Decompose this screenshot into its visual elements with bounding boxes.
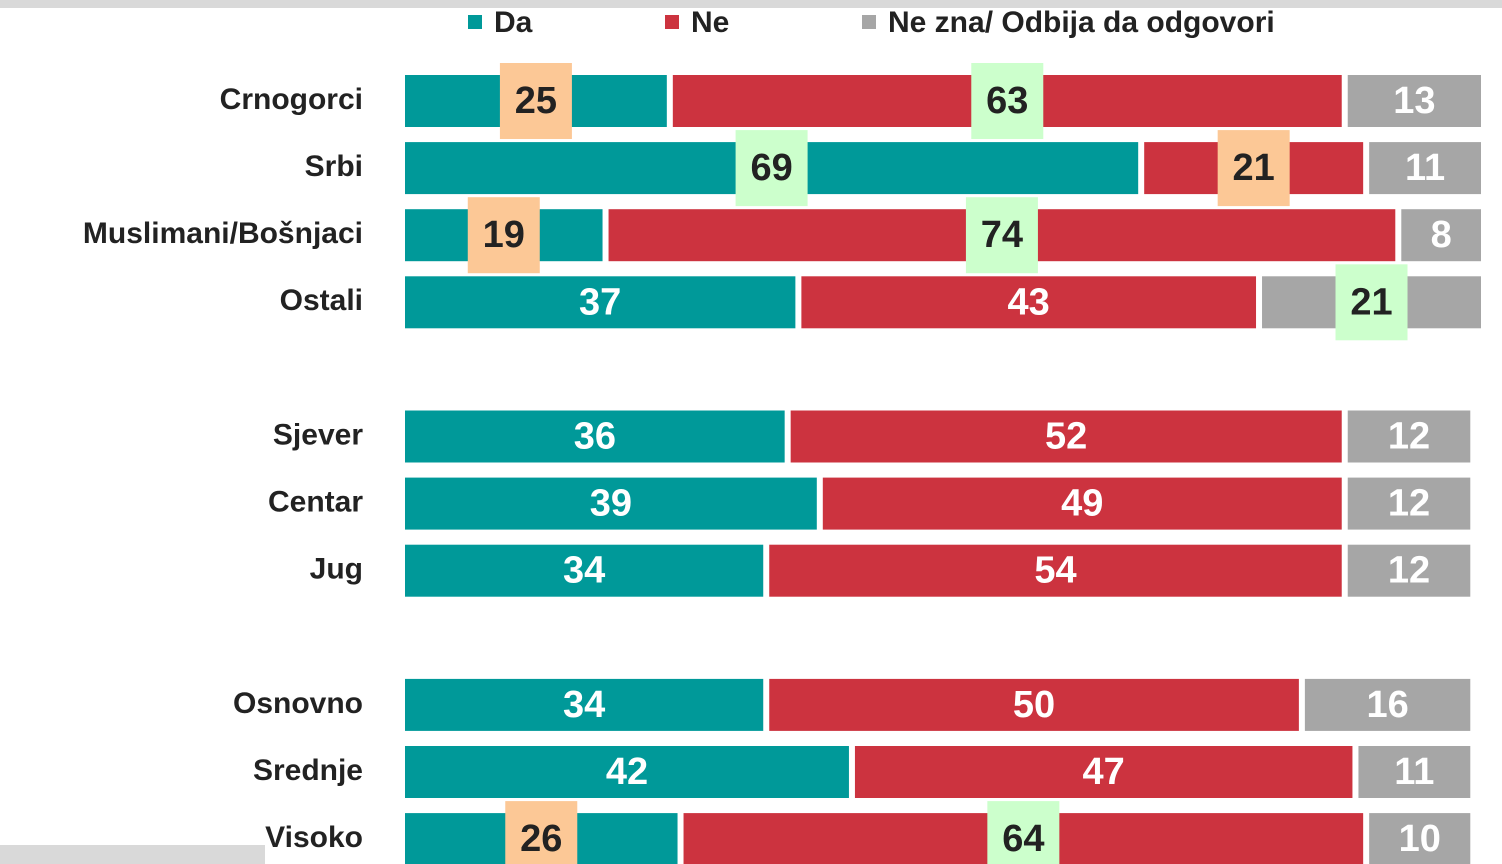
bar-segment xyxy=(405,410,785,463)
top-band xyxy=(0,0,1502,8)
value-label: 26 xyxy=(520,818,562,860)
value-label: 47 xyxy=(1083,751,1125,793)
value-label: 69 xyxy=(750,147,792,189)
legend-swatch xyxy=(468,15,482,29)
category-label: Osnovno xyxy=(233,687,363,720)
category-label: Muslimani/Bošnjaci xyxy=(83,217,363,250)
value-label: 50 xyxy=(1013,684,1055,726)
bar-segment xyxy=(1369,813,1471,864)
value-label: 39 xyxy=(590,483,632,525)
label-highlight xyxy=(1335,264,1408,341)
value-label: 43 xyxy=(1008,281,1050,323)
legend-swatch xyxy=(665,15,679,29)
bar-segment xyxy=(1347,477,1471,530)
bar-segment xyxy=(854,746,1353,798)
label-highlight xyxy=(965,197,1038,274)
bar-segment xyxy=(405,544,764,597)
bar-segment xyxy=(769,544,1342,597)
category-label: Ostali xyxy=(280,284,363,317)
category-label: Centar xyxy=(268,486,363,519)
value-label: 12 xyxy=(1388,483,1430,525)
bottom-band xyxy=(0,845,265,864)
value-label: 64 xyxy=(1002,818,1044,860)
bar-segment xyxy=(1358,746,1471,798)
bar-segment xyxy=(405,276,796,329)
value-label: 34 xyxy=(563,550,605,592)
value-label: 21 xyxy=(1350,281,1392,323)
value-label: 54 xyxy=(1034,550,1076,592)
value-label: 13 xyxy=(1393,80,1435,122)
value-label: 49 xyxy=(1061,483,1103,525)
value-label: 16 xyxy=(1366,684,1408,726)
bar-segment xyxy=(1347,75,1481,127)
value-label: 52 xyxy=(1045,416,1087,458)
bar-segment xyxy=(769,678,1299,731)
bar-segment xyxy=(1347,410,1471,463)
label-highlight xyxy=(987,801,1060,864)
bar-segment xyxy=(405,477,817,530)
value-label: 10 xyxy=(1399,818,1441,860)
legend-label: Ne zna/ Odbija da odgovori xyxy=(888,6,1275,39)
value-label: 36 xyxy=(574,416,616,458)
value-label: 11 xyxy=(1405,147,1445,189)
legend-label: Da xyxy=(494,6,533,39)
value-label: 12 xyxy=(1388,550,1430,592)
category-label: Jug xyxy=(310,553,363,586)
label-highlight xyxy=(505,801,578,864)
value-label: 8 xyxy=(1431,214,1452,256)
bar-segment xyxy=(1369,142,1481,195)
category-label: Crnogorci xyxy=(220,83,363,116)
label-highlight xyxy=(499,63,572,139)
category-label: Srednje xyxy=(253,754,363,787)
value-label: 63 xyxy=(986,80,1028,122)
bar-segment xyxy=(790,410,1342,463)
label-highlight xyxy=(467,197,540,274)
value-label: 21 xyxy=(1233,147,1275,189)
label-highlight xyxy=(971,63,1044,139)
value-label: 25 xyxy=(515,80,557,122)
value-label: 34 xyxy=(563,684,605,726)
bar-segment xyxy=(822,477,1342,530)
bar-segment xyxy=(405,746,849,798)
value-label: 74 xyxy=(981,214,1023,256)
value-label: 11 xyxy=(1394,751,1434,793)
value-label: 42 xyxy=(606,751,648,793)
category-label: Sjever xyxy=(273,418,363,451)
legend-label: Ne xyxy=(691,6,729,39)
bar-segment xyxy=(1347,544,1471,597)
label-highlight xyxy=(735,130,808,207)
bar-segment xyxy=(1304,678,1471,731)
category-label: Srbi xyxy=(305,150,363,183)
legend-swatch xyxy=(862,15,876,29)
bar-segment xyxy=(405,678,764,731)
bar-segment xyxy=(1401,209,1481,262)
label-highlight xyxy=(1217,130,1290,207)
category-label: Visoko xyxy=(265,821,363,854)
value-label: 12 xyxy=(1388,416,1430,458)
value-label: 37 xyxy=(579,281,621,323)
value-label: 19 xyxy=(483,214,525,256)
bar-segment xyxy=(801,276,1257,329)
